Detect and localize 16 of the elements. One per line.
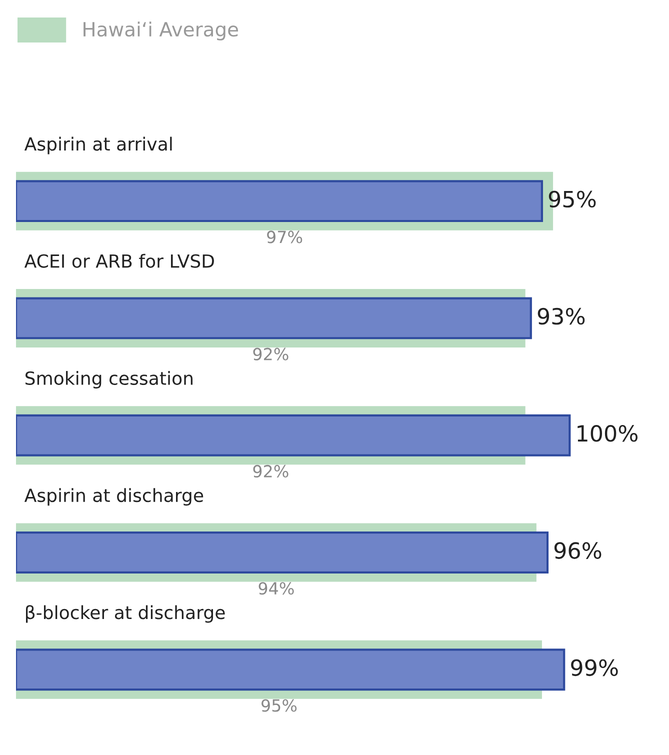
data-label: 97% [267,230,302,244]
y-tick-label: Aspirin at arrival [24,136,172,154]
data-label: 95% [262,699,297,712]
y-tick-label: β-blocker at discharge [26,605,225,623]
legend-label: Hawai‘i Average [84,22,238,40]
y-tick-label: ACEI or ARB for LVSD [24,254,214,268]
y-tick-label: Aspirin at discharge [24,488,204,506]
data-label: 99% [571,659,618,676]
data-label: 96% [554,542,602,559]
data-label: 95% [548,190,596,208]
data-label: 92% [253,464,288,478]
data-label: 94% [258,582,294,595]
data-label: 100% [578,425,638,442]
y-tick-label: Smoking cessation [25,371,192,389]
data-label: 92% [253,348,288,360]
data-label: 93% [538,308,585,325]
